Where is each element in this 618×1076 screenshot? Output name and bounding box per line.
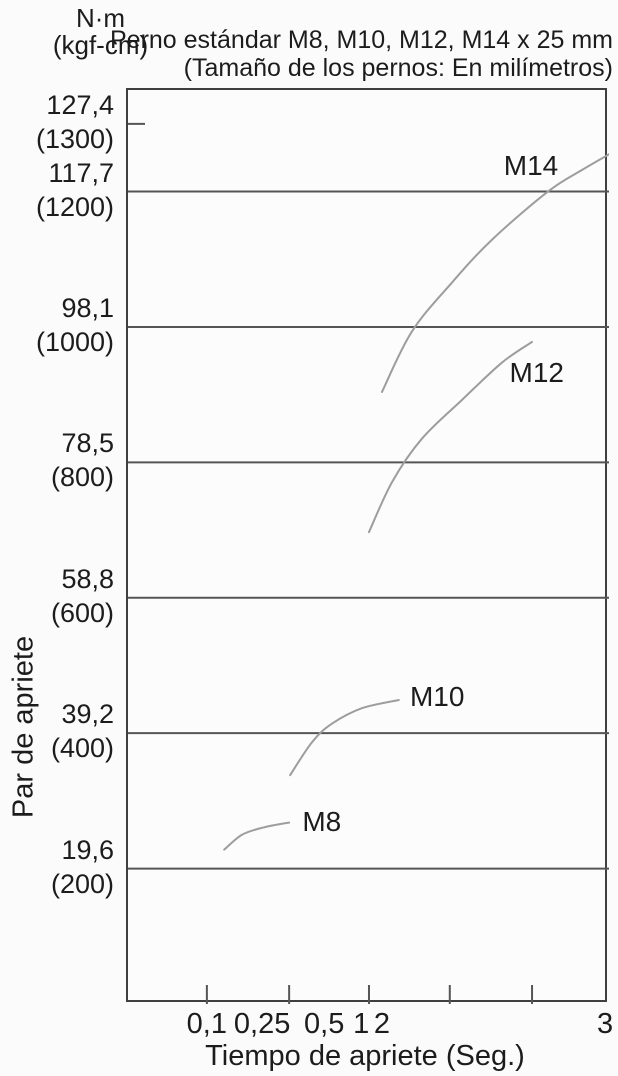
curve-m8 — [223, 821, 291, 851]
chart-canvas — [128, 122, 609, 1004]
y-tick-kgfcm: (600) — [50, 597, 114, 628]
curve-m10 — [289, 699, 400, 777]
y-tick-label-800: 78,5 (800) — [0, 426, 114, 494]
y-axis-title: Par de apriete — [7, 635, 40, 819]
y-axis-unit-label: N·m (kgf-cm) — [28, 5, 173, 59]
y-tick-label-1300: 127,4 (1300) — [0, 88, 114, 156]
x-tick-label-0_5: 0,5 — [304, 1008, 345, 1040]
y-tick-nm: 58,8 — [61, 563, 114, 594]
y-tick-nm: 127,4 — [46, 89, 114, 120]
plot-area — [126, 88, 609, 1004]
y-tick-kgfcm: (200) — [50, 868, 114, 899]
series-label-m8: M8 — [302, 805, 342, 837]
curve-m12 — [367, 340, 533, 534]
chart-title: Perno estándar M8, M10, M12, M14 x 25 mm — [110, 26, 613, 54]
x-tick-label-2: 2 — [373, 1008, 390, 1040]
x-axis-title: Tiempo de apriete (Seg.) — [205, 1040, 525, 1072]
y-tick-kgfcm: (1000) — [35, 326, 114, 357]
y-tick-nm: 78,5 — [61, 428, 114, 459]
y-tick-label-1000: 98,1 (1000) — [0, 291, 114, 359]
y-tick-nm: 39,2 — [61, 699, 114, 730]
x-tick-label-1: 1 — [353, 1008, 370, 1040]
series-label-m10: M10 — [409, 680, 465, 712]
y-axis-tick-labels: 127,4 (1300) 117,7 (1200) 98,1 (1000) 78,5 (800… — [0, 0, 118, 1076]
y-tick-label-600: 58,8 (600) — [0, 562, 114, 630]
y-tick-kgfcm: (800) — [50, 462, 114, 493]
y-unit-kgfcm: (kgf-cm) — [52, 30, 149, 60]
chart-title-block: Perno estándar M8, M10, M12, M14 x 25 mm… — [110, 26, 613, 82]
x-axis-tick-labels: 0,1 0,25 0,5 1 2 3 — [0, 1008, 618, 1048]
y-tick-kgfcm: (1200) — [35, 191, 114, 222]
series-label-m14: M14 — [503, 149, 559, 181]
y-tick-kgfcm: (400) — [50, 733, 114, 764]
y-tick-nm: 117,7 — [48, 157, 114, 188]
x-tick-label-3: 3 — [596, 1008, 614, 1040]
y-tick-nm: 98,1 — [61, 292, 114, 323]
x-tick-label-0_25: 0,25 — [233, 1008, 291, 1040]
chart-subtitle: (Tamaño de los pernos: En milímetros) — [183, 54, 613, 82]
x-tick-label-0_1: 0,1 — [186, 1008, 227, 1040]
y-tick-label-200: 19,6 (200) — [0, 833, 114, 901]
series-label-m12: M12 — [509, 357, 564, 389]
y-tick-nm: 19,6 — [61, 834, 114, 865]
y-tick-label-1200: 117,7 (1200) — [0, 156, 114, 224]
y-unit-nm: N·m — [75, 3, 126, 33]
curve-m14 — [380, 153, 609, 393]
y-tick-label-400: 39,2 (400) — [0, 697, 114, 765]
y-tick-kgfcm: (1300) — [35, 123, 114, 154]
